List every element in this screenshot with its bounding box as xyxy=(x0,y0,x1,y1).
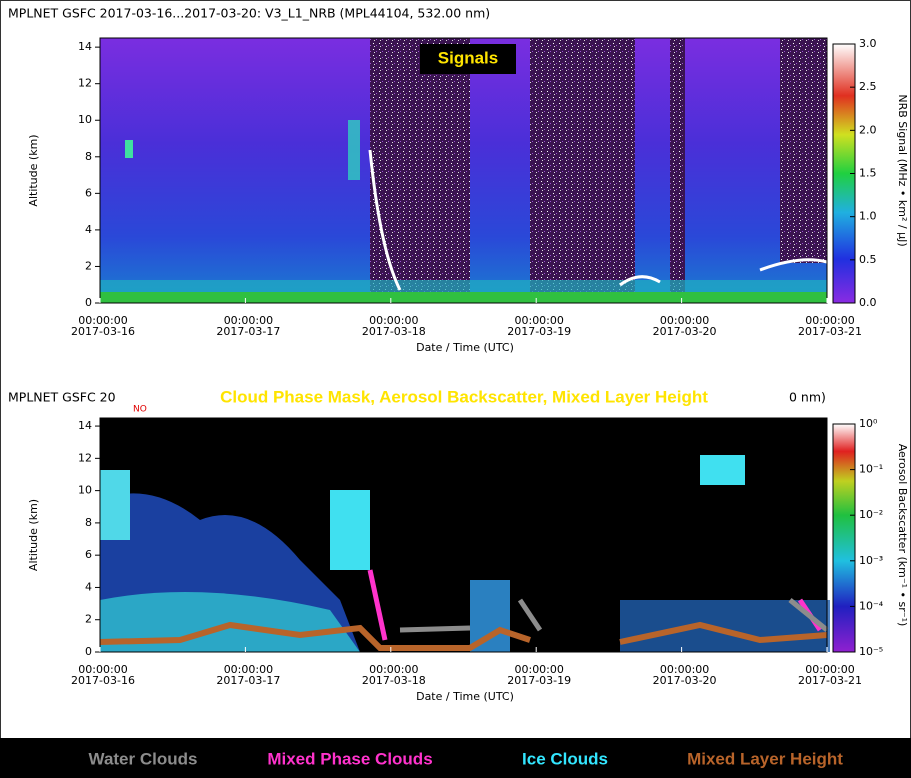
y-tick-label: 8 xyxy=(85,150,92,163)
colorbar-tick-label: 2.5 xyxy=(859,80,877,93)
x-tick-date: 2017-03-20 xyxy=(653,325,717,338)
chart-header: MPLNET GSFC 2017-03-16...2017-03-20: V3_… xyxy=(8,6,490,21)
overlay-title: Cloud Phase Mask, Aerosol Backscatter, M… xyxy=(220,387,708,406)
colorbar-tick-label: 2.0 xyxy=(859,123,877,136)
chart-header-end: 0 nm) xyxy=(789,390,826,405)
y-tick-label: 10 xyxy=(78,113,92,126)
x-tick-date: 2017-03-17 xyxy=(216,674,280,687)
x-tick-date: 2017-03-19 xyxy=(507,674,571,687)
chart-header: MPLNET GSFC 20 xyxy=(8,390,116,405)
signal-image xyxy=(100,38,827,303)
x-tick-date: 2017-03-20 xyxy=(653,674,717,687)
y-tick-label: 4 xyxy=(85,223,92,236)
x-tick-date: 2017-03-18 xyxy=(362,325,426,338)
colorbar-label: NRB Signal (MHz • km² / μJ) xyxy=(896,94,909,246)
colorbar-label: Aerosol Backscatter (km⁻¹ • sr⁻¹) xyxy=(896,444,909,627)
colorbar-tick-label: 10⁰ xyxy=(859,417,878,430)
y-axis-label: Altitude (km) xyxy=(27,134,40,206)
y-tick-label: 6 xyxy=(85,548,92,561)
colorbar-tick-label: 10⁻³ xyxy=(859,554,883,567)
y-tick-label: 2 xyxy=(85,613,92,626)
x-tick-date: 2017-03-21 xyxy=(798,325,862,338)
screenshot: MPLNET GSFC 2017-03-16...2017-03-20: V3_… xyxy=(0,0,911,778)
x-tick-date: 2017-03-19 xyxy=(507,325,571,338)
x-tick-date: 2017-03-21 xyxy=(798,674,862,687)
colorbar-tick-label: 0.5 xyxy=(859,253,877,266)
legend-entry: Ice Clouds xyxy=(522,749,608,768)
x-axis-label: Date / Time (UTC) xyxy=(416,341,514,354)
y-tick-label: 0 xyxy=(85,645,92,658)
colorbar-tick-label: 10⁻⁵ xyxy=(859,645,883,658)
y-tick-label: 10 xyxy=(78,484,92,497)
x-tick-date: 2017-03-17 xyxy=(216,325,280,338)
y-axis-label: Altitude (km) xyxy=(27,499,40,571)
colorbar-tick-label: 10⁻² xyxy=(859,508,883,521)
colorbar-tick-label: 3.0 xyxy=(859,37,877,50)
colorbar-tick-label: 10⁻⁴ xyxy=(859,599,884,612)
colorbar-tick-label: 10⁻¹ xyxy=(859,463,883,476)
y-tick-label: 8 xyxy=(85,516,92,529)
y-tick-label: 4 xyxy=(85,580,92,593)
flag: NO xyxy=(133,405,147,415)
y-tick-label: 14 xyxy=(78,40,92,53)
x-tick-date: 2017-03-16 xyxy=(71,674,135,687)
colorbar-tick-label: 1.0 xyxy=(859,210,877,223)
legend-entry: Water Clouds xyxy=(89,749,198,768)
phase-mask-image xyxy=(100,418,830,652)
overlay-title: Signals xyxy=(438,48,498,67)
y-tick-label: 6 xyxy=(85,186,92,199)
x-axis-label: Date / Time (UTC) xyxy=(416,690,514,703)
y-tick-label: 14 xyxy=(78,419,92,432)
y-tick-label: 0 xyxy=(85,296,92,309)
y-tick-label: 2 xyxy=(85,259,92,272)
colorbar xyxy=(833,424,855,652)
colorbar-tick-label: 1.5 xyxy=(859,167,877,180)
x-tick-date: 2017-03-18 xyxy=(362,674,426,687)
y-tick-label: 12 xyxy=(78,451,92,464)
colorbar-tick-label: 0.0 xyxy=(859,296,877,309)
x-tick-date: 2017-03-16 xyxy=(71,325,135,338)
y-tick-label: 12 xyxy=(78,77,92,90)
legend-entry: Mixed Layer Height xyxy=(687,749,843,768)
legend-entry: Mixed Phase Clouds xyxy=(267,749,432,768)
